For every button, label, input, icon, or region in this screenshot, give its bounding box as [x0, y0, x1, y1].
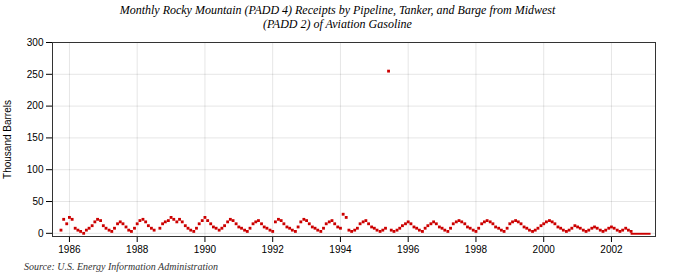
svg-text:1992: 1992	[262, 244, 285, 255]
svg-text:1990: 1990	[194, 244, 217, 255]
svg-text:2000: 2000	[533, 244, 556, 255]
svg-text:1986: 1986	[58, 244, 81, 255]
svg-text:50: 50	[32, 196, 44, 207]
svg-text:1988: 1988	[126, 244, 149, 255]
svg-text:0: 0	[38, 228, 44, 239]
svg-text:Thousand Barrels: Thousand Barrels	[2, 100, 13, 179]
svg-text:200: 200	[27, 100, 44, 111]
svg-text:250: 250	[27, 69, 44, 80]
svg-text:1996: 1996	[397, 244, 420, 255]
html-text:Monthly Rocky Mountain (PADD 4: Monthly Rocky Mountain (PADD 4) Receipts…	[119, 3, 556, 31]
svg-text:300: 300	[27, 37, 44, 48]
svg-text:1994: 1994	[329, 244, 352, 255]
svg-text:2002: 2002	[600, 244, 623, 255]
svg-text:100: 100	[27, 164, 44, 175]
html-text:Source: U.S. Energy Informatio: Source: U.S. Energy Information Administ…	[24, 261, 219, 272]
svg-text:1998: 1998	[465, 244, 488, 255]
svg-text:150: 150	[27, 132, 44, 143]
